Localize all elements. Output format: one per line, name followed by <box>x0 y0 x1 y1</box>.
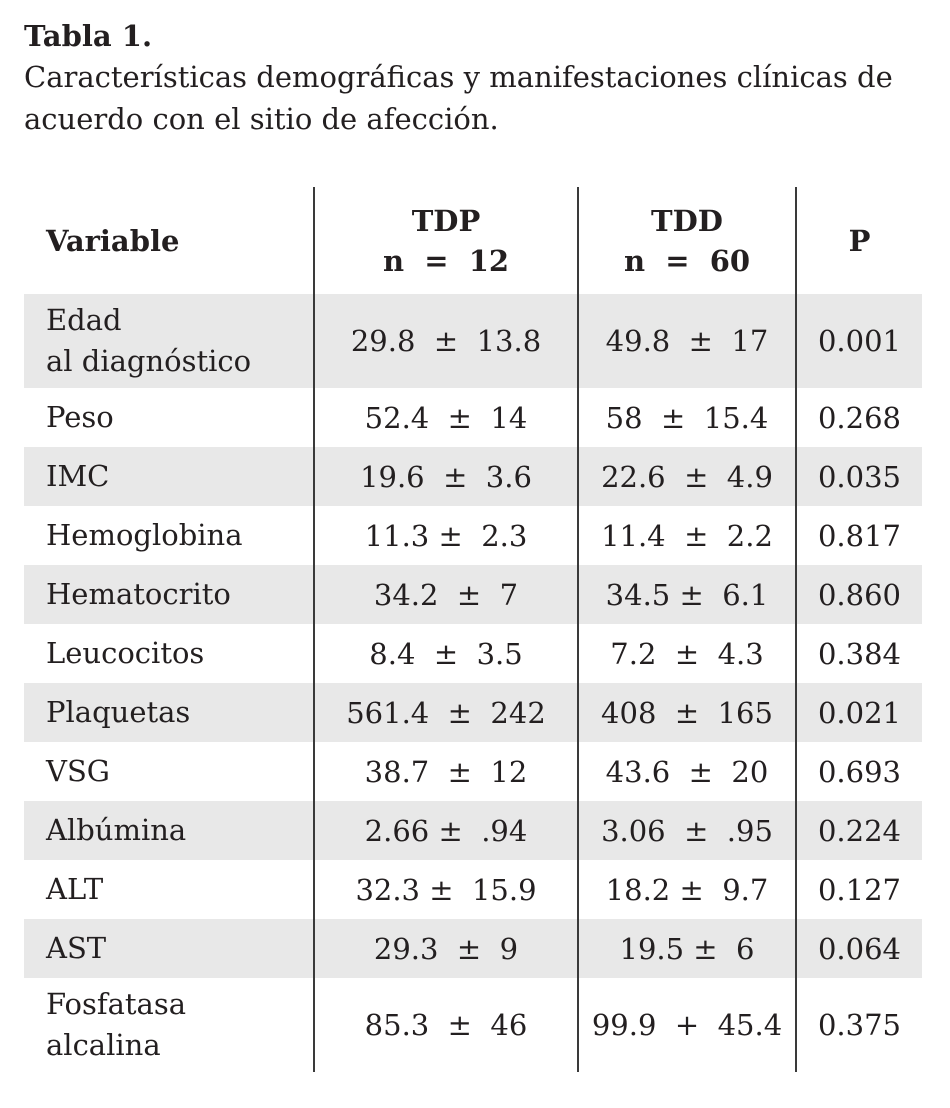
cell-tdd: 43.6 ± 20 <box>578 742 797 801</box>
cell-p: 0.021 <box>796 683 922 742</box>
cell-tdp: 38.7 ± 12 <box>314 742 579 801</box>
cell-tdd: 99.9 + 45.4 <box>578 978 797 1072</box>
cell-p: 0.268 <box>817 400 902 435</box>
cell-variable: ALT <box>24 860 315 919</box>
table-row: Peso 52.4 ± 14 58 ± 15.4 0.268 <box>24 388 922 447</box>
cell-tdp: 52.4 ± 14 <box>314 388 579 447</box>
header-row: Variable TDP n = 12 TDD n = 60 P <box>24 187 922 294</box>
cell-tdp: 19.6 ± 3.6 <box>314 447 579 506</box>
header-tdp-n: n = 12 <box>382 243 510 278</box>
caption-title: Tabla 1. <box>24 19 153 53</box>
cell-p: 0.064 <box>796 919 922 978</box>
cell-tdd: 408 ± 165 <box>578 683 797 742</box>
cell-variable-line1: Fosfatasa <box>46 987 187 1021</box>
table-row: VSG 38.7 ± 12 43.6 ± 20 0.693 <box>24 742 922 801</box>
cell-p: 0.001 <box>796 294 922 388</box>
cell-p: 0.035 <box>796 447 922 506</box>
cell-tdp: 29.8 ± 13.8 <box>314 294 579 388</box>
table-row: IMC 19.6 ± 3.6 22.6 ± 4.9 0.035 <box>24 447 922 506</box>
cell-tdp: 8.4 ± 3.5 <box>314 624 579 683</box>
cell-p: 0.384 <box>817 636 902 671</box>
cell-variable: IMC <box>24 447 315 506</box>
cell-p: 0.860 <box>796 565 922 624</box>
table-row: Leucocitos 8.4 ± 3.5 7.2 ± 4.3 0.384 <box>24 624 922 683</box>
cell-tdd: 7.2 ± 4.3 <box>578 624 797 683</box>
cell-tdp: 11.3 ± 2.3 <box>314 506 579 565</box>
cell-variable: Hemoglobina <box>24 506 315 565</box>
cell-tdd: 22.6 ± 4.9 <box>578 447 797 506</box>
cell-tdp: 2.66 ± .94 <box>314 801 579 860</box>
cell-variable: Albúmina <box>24 801 315 860</box>
table-row: Fosfatasa alcalina 85.3 ± 46 99.9 + 45.4… <box>24 978 922 1072</box>
cell-variable: Peso <box>24 388 315 447</box>
data-table: Variable TDP n = 12 TDD n = 60 P Edad al… <box>24 187 922 1072</box>
cell-tdd: 19.5 ± 6 <box>578 919 797 978</box>
header-tdp-name: TDP <box>411 203 481 238</box>
header-p: P <box>848 223 871 258</box>
cell-variable: Leucocitos <box>24 624 315 683</box>
cell-tdd: 11.4 ± 2.2 <box>578 506 797 565</box>
cell-variable: Plaquetas <box>24 683 315 742</box>
table-row: Plaquetas 561.4 ± 242 408 ± 165 0.021 <box>24 683 922 742</box>
cell-tdd: 58 ± 15.4 <box>578 388 797 447</box>
cell-tdp: 29.3 ± 9 <box>314 919 579 978</box>
cell-p: 0.817 <box>817 518 902 553</box>
table-row: ALT 32.3 ± 15.9 18.2 ± 9.7 0.127 <box>24 860 922 919</box>
cell-variable: Fosfatasa alcalina <box>24 978 315 1072</box>
caption-text: Características demográficas y manifesta… <box>24 60 893 136</box>
header-tdd-name: TDD <box>651 203 723 238</box>
table-row: AST 29.3 ± 9 19.5 ± 6 0.064 <box>24 919 922 978</box>
table-row: Hemoglobina 11.3 ± 2.3 11.4 ± 2.2 0.817 <box>24 506 922 565</box>
cell-tdp: 34.2 ± 7 <box>314 565 579 624</box>
header-tdp: TDP n = 12 <box>314 187 579 294</box>
cell-tdd: 18.2 ± 9.7 <box>578 860 797 919</box>
cell-variable-line2: al diagnóstico <box>46 344 252 378</box>
cell-tdd: 49.8 ± 17 <box>578 294 797 388</box>
header-variable: Variable <box>24 187 315 294</box>
cell-p: 0.127 <box>817 872 902 907</box>
header-tdd: TDD n = 60 <box>578 187 797 294</box>
cell-variable: VSG <box>24 742 315 801</box>
cell-variable-line2: alcalina <box>46 1028 161 1062</box>
table-caption: Tabla 1. Características demográficas y … <box>24 16 924 140</box>
cell-variable: Hematocrito <box>24 565 315 624</box>
header-tdd-n: n = 60 <box>623 243 751 278</box>
cell-tdd: 3.06 ± .95 <box>578 801 797 860</box>
cell-variable-line1: Edad <box>46 303 122 337</box>
cell-tdp: 85.3 ± 46 <box>314 978 579 1072</box>
cell-tdp: 561.4 ± 242 <box>314 683 579 742</box>
table-row: Hematocrito 34.2 ± 7 34.5 ± 6.1 0.860 <box>24 565 922 624</box>
cell-p: 0.693 <box>817 754 902 789</box>
cell-tdp: 32.3 ± 15.9 <box>314 860 579 919</box>
table-row: Albúmina 2.66 ± .94 3.06 ± .95 0.224 <box>24 801 922 860</box>
cell-tdd: 34.5 ± 6.1 <box>578 565 797 624</box>
cell-variable: Edad al diagnóstico <box>24 294 315 388</box>
cell-p: 0.224 <box>796 801 922 860</box>
table-row: Edad al diagnóstico 29.8 ± 13.8 49.8 ± 1… <box>24 294 922 388</box>
cell-variable: AST <box>24 919 315 978</box>
cell-p: 0.375 <box>817 1008 902 1042</box>
